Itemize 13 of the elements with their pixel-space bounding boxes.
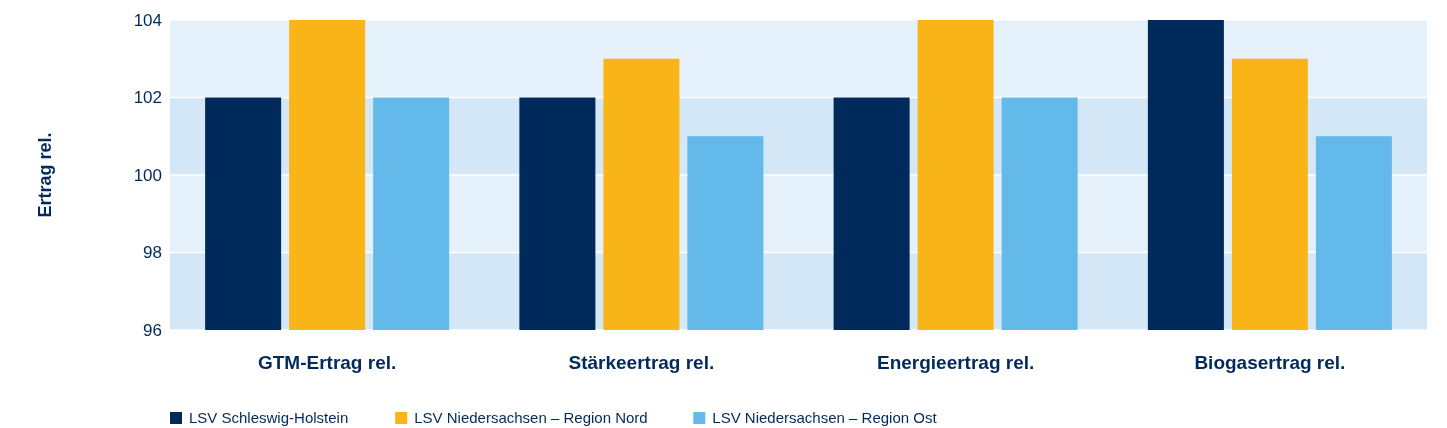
y-tick-label: 104 xyxy=(133,10,162,30)
x-tick-label: Energieertrag rel. xyxy=(876,352,1035,373)
legend-label: LSV Schleswig-Holstein xyxy=(189,409,349,426)
legend-label: LSV Niedersachsen – Region Nord xyxy=(414,409,648,426)
x-tick-label: Stärkeertrag rel. xyxy=(568,352,715,373)
x-tick-label: Biogasertrag rel. xyxy=(1194,352,1346,373)
y-tick-label: 102 xyxy=(133,88,162,108)
y-tick-label: 100 xyxy=(133,165,162,185)
x-tick-label: GTM-Ertrag rel. xyxy=(257,352,397,373)
legend-label: LSV Niedersachsen – Region Ost xyxy=(712,409,938,426)
y-tick-label: 96 xyxy=(143,320,162,340)
y-axis-title: Ertrag rel. xyxy=(35,132,55,218)
y-tick-label: 98 xyxy=(143,243,162,263)
